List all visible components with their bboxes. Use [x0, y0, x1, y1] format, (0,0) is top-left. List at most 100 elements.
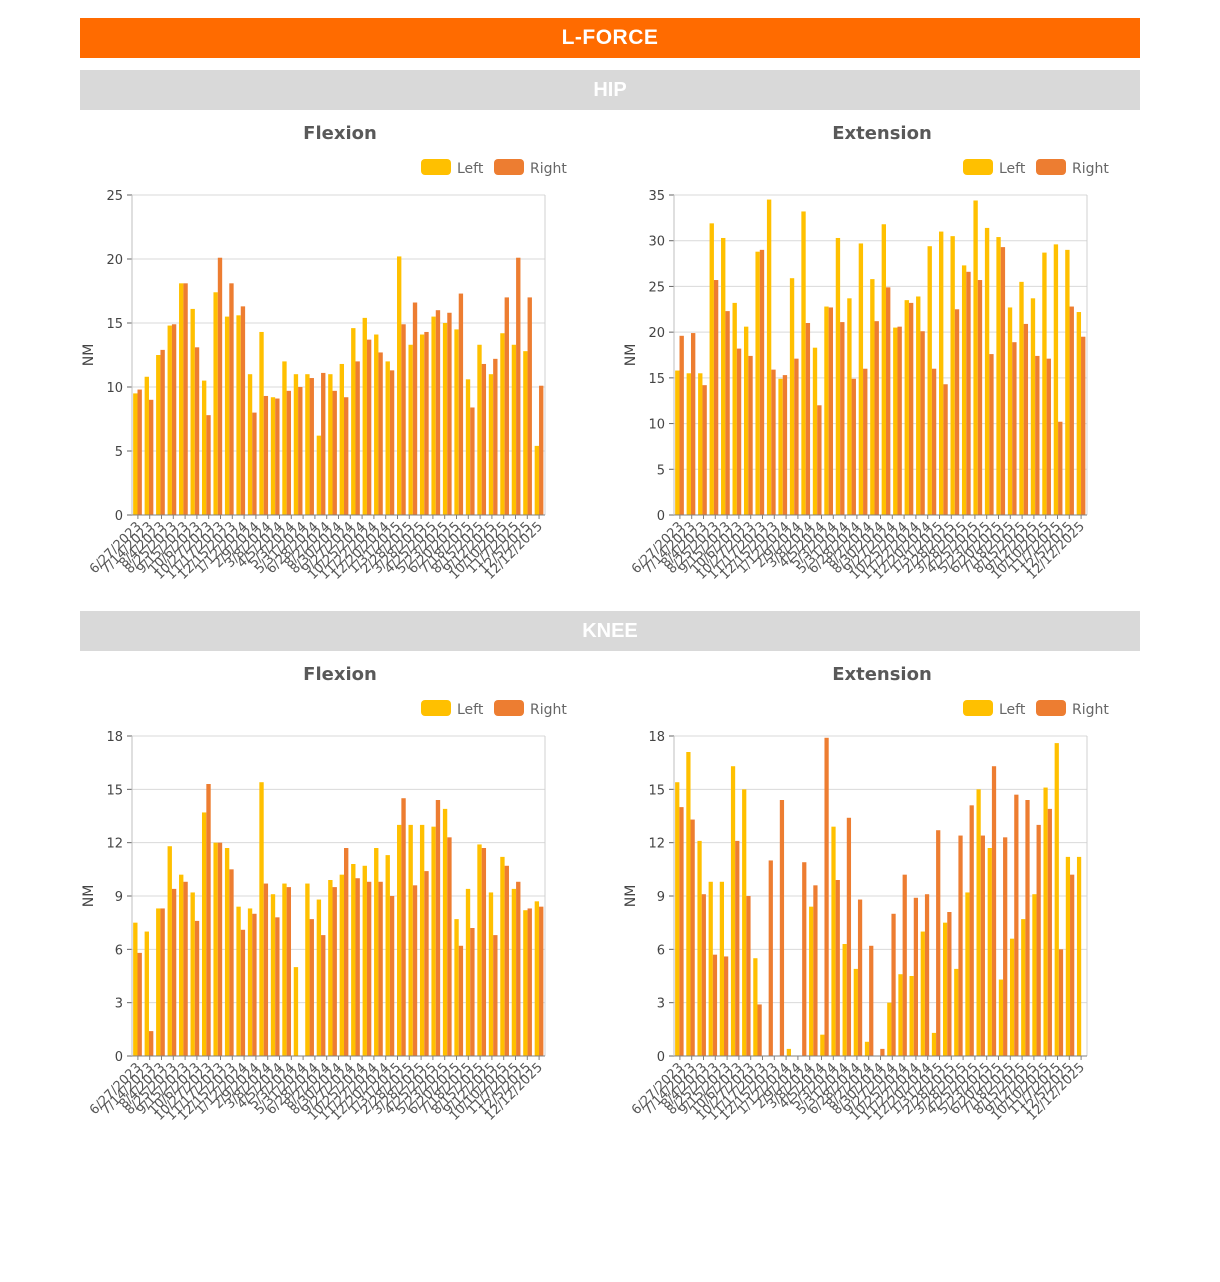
- bar-right: [857, 899, 863, 1056]
- bar-left: [909, 976, 914, 1056]
- bar-left: [442, 808, 448, 1056]
- bar-left: [675, 370, 680, 515]
- bar-right: [977, 280, 983, 515]
- y-tick-label: 0: [115, 509, 123, 524]
- bar-right: [252, 913, 257, 1056]
- bar-right: [947, 912, 952, 1056]
- bar-left: [247, 374, 253, 515]
- y-tick-label: 12: [106, 837, 123, 852]
- bar-right: [424, 331, 429, 515]
- y-tick-label: 35: [648, 189, 665, 204]
- bar-left: [996, 237, 1001, 516]
- bar-right: [712, 954, 718, 1056]
- bar-right: [679, 807, 684, 1056]
- bar-left: [305, 374, 310, 515]
- bar-right: [1070, 874, 1075, 1056]
- bar-left: [534, 445, 540, 515]
- bar-right: [746, 896, 751, 1056]
- legend-label-right: Right: [1072, 161, 1109, 177]
- y-tick-label: 5: [657, 463, 665, 478]
- legend-label-left: Left: [457, 161, 484, 177]
- bar-left: [523, 351, 528, 515]
- bar-left: [213, 292, 218, 515]
- bar-left: [973, 200, 978, 515]
- bar-left: [753, 958, 758, 1056]
- bar-right: [171, 324, 177, 515]
- bar-right: [1047, 808, 1052, 1056]
- hip-extension-chart: Extension Left Right 0 5 10 15 20 25 30 35 NM 6/27/2…: [612, 112, 1152, 592]
- bar-left: [755, 251, 760, 515]
- bar-right: [1035, 355, 1040, 515]
- legend-label-right: Right: [530, 161, 567, 177]
- bar-left: [1042, 252, 1047, 515]
- bar-left: [698, 373, 703, 515]
- bar-left: [201, 380, 207, 515]
- bar-right: [924, 894, 930, 1056]
- bar-left: [293, 374, 299, 515]
- bar-right: [458, 293, 464, 515]
- chart-title: Extension: [832, 664, 932, 685]
- bar-left: [374, 848, 379, 1056]
- bar-left: [316, 899, 322, 1056]
- bar-right: [690, 819, 695, 1056]
- bar-left: [190, 892, 195, 1056]
- y-tick-label: 10: [106, 381, 123, 396]
- bar-right: [217, 842, 223, 1056]
- bar-right: [991, 766, 997, 1056]
- bar-right: [470, 928, 475, 1056]
- bar-right: [206, 415, 211, 515]
- bar-left: [881, 224, 887, 515]
- l-force-title: L-FORCE: [561, 26, 659, 49]
- legend-label-right: Right: [1072, 702, 1109, 718]
- bar-left: [961, 265, 967, 515]
- bar-left: [477, 344, 482, 515]
- bar-right: [725, 311, 730, 515]
- bar-left: [454, 919, 459, 1056]
- bar-left: [1053, 244, 1059, 515]
- bar-right: [1003, 837, 1008, 1056]
- bar-right: [183, 283, 188, 515]
- bar-left: [1032, 894, 1037, 1056]
- bar-left: [721, 237, 726, 515]
- bar-left: [870, 279, 875, 515]
- bar-left: [709, 223, 714, 515]
- bar-right: [355, 878, 360, 1056]
- bar-left: [190, 308, 195, 515]
- y-axis-label: NM: [623, 885, 639, 908]
- bar-right: [275, 917, 280, 1056]
- y-tick-label: 15: [106, 783, 123, 798]
- bar-right: [768, 860, 773, 1056]
- bar-right: [217, 257, 223, 515]
- bar-right: [757, 1004, 762, 1056]
- bar-right: [160, 349, 165, 515]
- bar-left: [1043, 787, 1048, 1056]
- bar-left: [270, 397, 276, 515]
- bar-left: [133, 922, 138, 1056]
- legend-label-left: Left: [999, 702, 1026, 718]
- bar-left: [397, 824, 402, 1056]
- bar-left: [305, 883, 310, 1056]
- y-tick-label: 18: [106, 730, 123, 745]
- bar-right: [1036, 824, 1041, 1056]
- bar-right: [759, 249, 765, 515]
- bar-left: [167, 325, 172, 515]
- bar-left: [224, 848, 230, 1056]
- y-axis-label: NM: [81, 344, 97, 367]
- bar-right: [954, 309, 960, 515]
- bar-right: [724, 956, 729, 1056]
- y-tick-label: 30: [648, 235, 665, 250]
- legend-swatch-right: [494, 159, 524, 175]
- bar-left: [847, 298, 852, 515]
- bar-right: [366, 339, 372, 515]
- bar-right: [298, 387, 303, 515]
- bar-right: [779, 800, 785, 1056]
- bar-left: [408, 824, 413, 1056]
- bar-left: [686, 373, 691, 515]
- hip-section-header: HIP: [80, 70, 1140, 110]
- bar-right: [493, 935, 498, 1056]
- bar-right: [527, 908, 532, 1056]
- legend-swatch-left: [963, 700, 993, 716]
- bar-right: [1058, 421, 1063, 515]
- bar-left: [1065, 856, 1071, 1056]
